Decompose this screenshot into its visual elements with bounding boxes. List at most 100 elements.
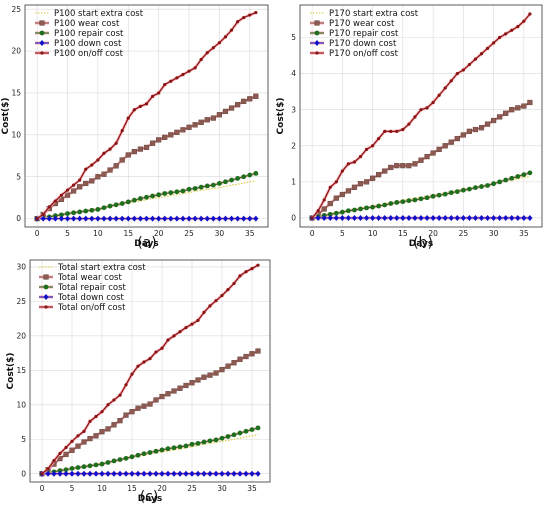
- data-point: [204, 117, 210, 123]
- series-down: [309, 214, 533, 221]
- data-point: [527, 99, 533, 106]
- data-point: [120, 129, 124, 133]
- data-point: [228, 215, 235, 222]
- y-tick-label: 30: [16, 262, 26, 271]
- data-point: [64, 192, 71, 198]
- data-point: [225, 363, 231, 369]
- data-point: [156, 137, 162, 143]
- series-repair: [309, 170, 533, 221]
- data-point: [147, 450, 153, 455]
- data-point: [107, 215, 113, 222]
- data-point: [141, 403, 147, 409]
- x-tick-label: 20: [157, 484, 167, 493]
- legend-label: P100 wear cost: [54, 19, 120, 29]
- data-point: [114, 141, 118, 145]
- data-point: [333, 195, 339, 201]
- data-point: [527, 214, 533, 221]
- data-point: [503, 110, 509, 116]
- data-point: [346, 162, 350, 166]
- data-point: [339, 191, 345, 198]
- data-point: [83, 208, 89, 214]
- data-point: [213, 370, 219, 376]
- data-point: [177, 385, 183, 391]
- data-point: [51, 470, 57, 477]
- y-tick-label: 25: [11, 5, 21, 14]
- data-point: [69, 470, 75, 477]
- data-point: [509, 175, 515, 181]
- data-point: [95, 207, 101, 212]
- data-point: [195, 470, 201, 477]
- data-point: [364, 147, 369, 151]
- data-point: [108, 147, 112, 151]
- data-point: [472, 214, 479, 221]
- data-point: [479, 52, 484, 56]
- data-point: [180, 188, 186, 194]
- data-point: [202, 310, 206, 314]
- data-point: [207, 372, 213, 378]
- data-point: [169, 79, 173, 83]
- data-point: [455, 71, 459, 76]
- data-point: [327, 214, 333, 221]
- data-point: [255, 470, 261, 477]
- data-point: [123, 412, 129, 418]
- data-point: [419, 108, 423, 112]
- data-point: [210, 115, 216, 121]
- data-point: [178, 330, 182, 334]
- x-tick-label: 30: [217, 484, 227, 493]
- data-point: [81, 470, 87, 477]
- legend-label: Total wear cost: [57, 273, 122, 283]
- data-point: [88, 419, 92, 423]
- x-tick-label: 20: [428, 229, 438, 238]
- data-point: [406, 163, 412, 169]
- data-point: [46, 215, 52, 222]
- data-point: [357, 214, 364, 221]
- data-point: [388, 214, 394, 221]
- data-point: [449, 79, 453, 83]
- data-point: [35, 217, 39, 221]
- data-point: [125, 215, 131, 222]
- data-point: [195, 377, 201, 383]
- data-point: [198, 184, 204, 190]
- data-point: [256, 263, 260, 267]
- data-point: [99, 429, 105, 435]
- data-point: [89, 178, 95, 184]
- data-point: [247, 172, 253, 178]
- data-point: [101, 215, 107, 222]
- data-point: [388, 201, 394, 206]
- data-point: [193, 66, 197, 70]
- data-point: [99, 470, 105, 477]
- legend-label: P170 down cost: [329, 39, 397, 49]
- data-point: [153, 397, 159, 403]
- data-point: [52, 459, 56, 463]
- data-point: [490, 117, 497, 124]
- legend-marker: [43, 284, 49, 290]
- series-down: [34, 215, 259, 222]
- data-point: [389, 129, 393, 133]
- data-point: [159, 447, 165, 453]
- data-point: [448, 190, 454, 196]
- data-point: [111, 422, 117, 428]
- data-point: [210, 215, 216, 222]
- data-point: [113, 202, 119, 208]
- data-point: [454, 189, 460, 195]
- data-point: [123, 470, 129, 477]
- data-point: [137, 146, 144, 152]
- data-point: [160, 346, 164, 350]
- data-point: [101, 205, 107, 211]
- data-point: [210, 182, 216, 188]
- data-point: [70, 188, 77, 194]
- data-point: [406, 198, 412, 204]
- data-point: [93, 470, 99, 477]
- legend-marker: [39, 20, 45, 26]
- legend-label: P100 on/off cost: [54, 49, 124, 59]
- x-tick-label: 0: [35, 229, 40, 238]
- data-point: [196, 318, 200, 322]
- data-point: [346, 208, 351, 214]
- data-point: [204, 215, 210, 222]
- x-tick-label: 35: [519, 229, 529, 238]
- data-point: [413, 115, 417, 119]
- x-tick-label: 25: [187, 484, 197, 493]
- data-point: [235, 176, 241, 181]
